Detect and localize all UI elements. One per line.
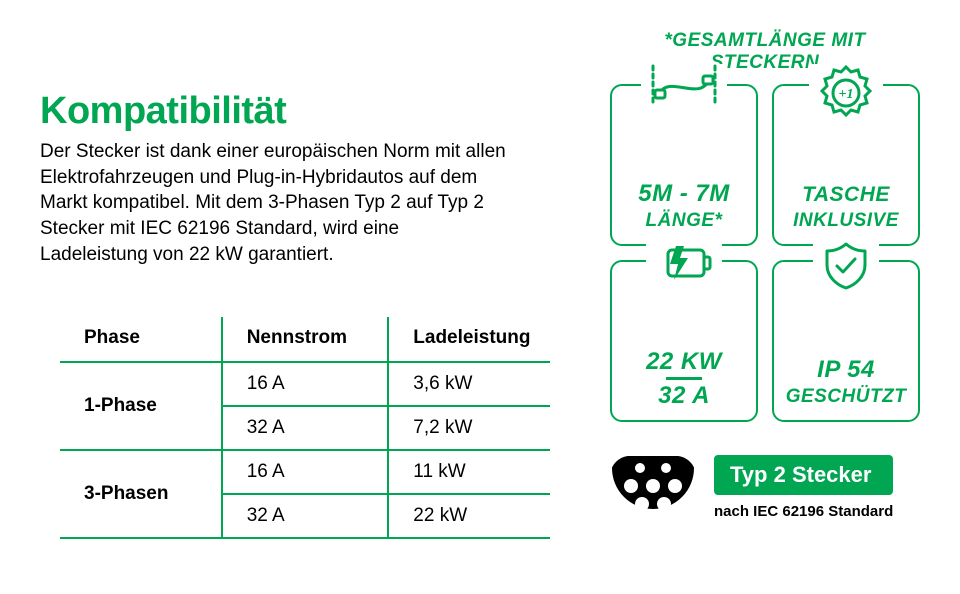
badge-length: 5M - 7M LÄNGE* (610, 84, 758, 246)
badge-line2: LÄNGE* (646, 210, 723, 232)
badge-line2: INKLUSIVE (793, 210, 899, 232)
phase-3-label: 3-Phasen (60, 450, 222, 538)
plug-sub: nach IEC 62196 Standard (714, 503, 893, 520)
th-ladeleistung: Ladeleistung (388, 317, 550, 362)
badge-line1: TASCHE (802, 184, 890, 206)
badge-line1: IP 54 (817, 357, 875, 382)
table-cell: 32 A (222, 494, 389, 538)
svg-text:+1: +1 (839, 87, 854, 102)
badge-divider (666, 377, 702, 380)
badge-ip54: IP 54 GESCHÜTZT (772, 260, 920, 422)
th-nennstrom: Nennstrom (222, 317, 389, 362)
badge-grid: 5M - 7M LÄNGE* +1 TASCHE INKLUSIVE (610, 84, 920, 422)
page-container: Kompatibilität Der Stecker ist dank eine… (0, 0, 960, 594)
shield-check-icon (813, 240, 879, 297)
left-column: Kompatibilität Der Stecker ist dank eine… (40, 30, 570, 564)
plug-row: Typ 2 Stecker nach IEC 62196 Standard (610, 448, 920, 527)
spec-table: Phase Nennstrom Ladeleistung 1-Phase 16 … (60, 317, 550, 539)
th-phase: Phase (60, 317, 222, 362)
badge-line1: 22 KW (646, 349, 722, 374)
table-cell: 7,2 kW (388, 406, 550, 450)
table-cell: 16 A (222, 450, 389, 494)
seal-plus-one-icon: +1 (809, 64, 883, 127)
badge-power: 22 KW 32 A (610, 260, 758, 422)
page-title: Kompatibilität (40, 90, 570, 133)
table-cell: 22 kW (388, 494, 550, 538)
badge-bag: +1 TASCHE INKLUSIVE (772, 84, 920, 246)
table-cell: 16 A (222, 362, 389, 406)
type2-plug-icon (610, 448, 696, 527)
table-cell: 11 kW (388, 450, 550, 494)
badge-line1: 5M - 7M (638, 181, 730, 206)
plug-label: Typ 2 Stecker (714, 455, 893, 495)
description: Der Stecker ist dank einer europäischen … (40, 139, 510, 267)
battery-bolt-icon (646, 240, 722, 291)
spec-table-wrap: Phase Nennstrom Ladeleistung 1-Phase 16 … (40, 317, 570, 539)
table-cell: 3,6 kW (388, 362, 550, 406)
cable-icon (641, 64, 727, 115)
table-cell: 32 A (222, 406, 389, 450)
badge-line2: 32 A (658, 383, 710, 408)
badge-line2: GESCHÜTZT (786, 386, 907, 408)
phase-1-label: 1-Phase (60, 362, 222, 450)
right-column: *GESAMTLÄNGE MIT STECKERN 5M - (610, 30, 920, 564)
plug-text: Typ 2 Stecker nach IEC 62196 Standard (714, 455, 893, 520)
